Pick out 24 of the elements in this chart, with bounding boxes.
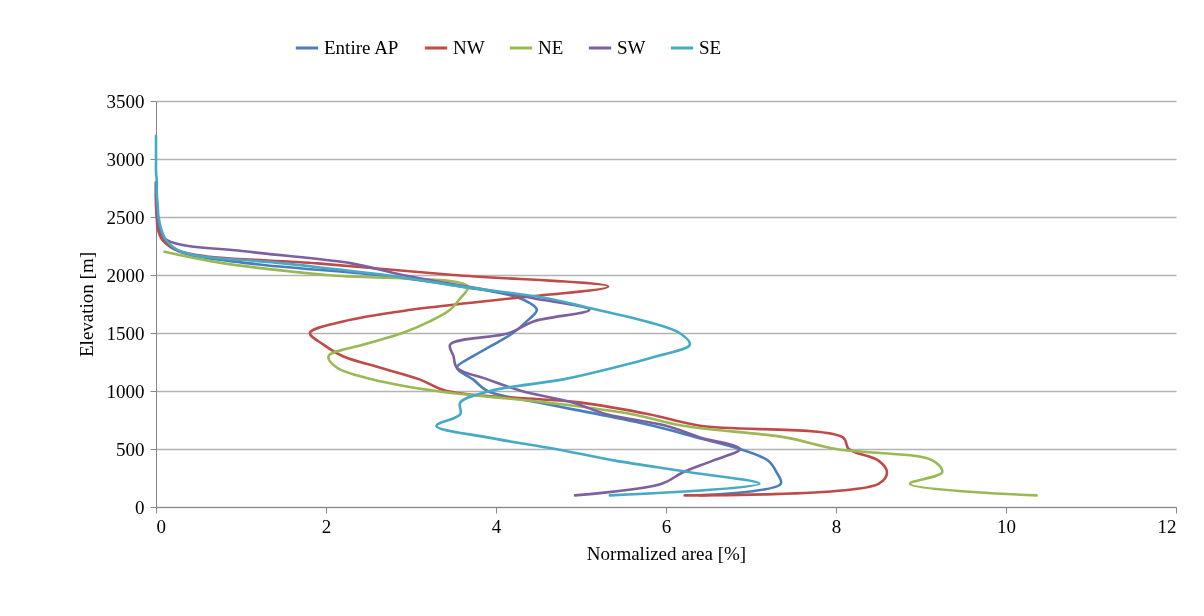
legend-label: SW — [617, 37, 646, 58]
x-tick-label: 0 — [156, 515, 166, 537]
x-tick-label: 8 — [831, 515, 842, 537]
line-series — [154, 134, 761, 497]
line-series — [163, 250, 1038, 497]
y-tick-label: 0 — [135, 496, 145, 518]
legend-label: NW — [453, 37, 485, 58]
legend-label: NE — [538, 37, 564, 58]
x-axis-title: Normalized area [%] — [586, 542, 747, 564]
x-tick-label: 6 — [661, 515, 672, 537]
y-tick-label: 2000 — [106, 264, 145, 286]
y-tick-label: 1000 — [106, 380, 145, 402]
legend-label: SE — [699, 37, 722, 58]
y-tick-label: 2500 — [106, 206, 145, 228]
x-tick-label: 12 — [1157, 515, 1177, 537]
legend-label: Entire AP — [324, 37, 399, 58]
y-tick-label: 500 — [116, 438, 145, 460]
x-tick-label: 2 — [321, 515, 332, 537]
y-axis-title: Elevation [m] — [75, 252, 97, 357]
y-tick-label: 1500 — [106, 322, 145, 344]
y-tick-label: 3500 — [106, 90, 145, 112]
y-tick-label: 3000 — [106, 148, 145, 170]
x-tick-label: 10 — [997, 515, 1016, 537]
x-tick-label: 4 — [491, 515, 502, 537]
